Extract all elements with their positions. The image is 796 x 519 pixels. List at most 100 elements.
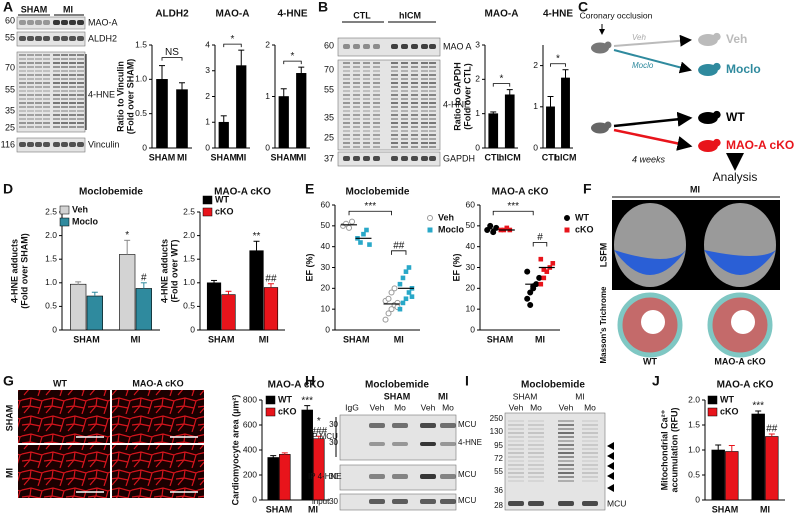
blot-smear	[391, 130, 398, 132]
y-tick-label: 1.0	[183, 277, 195, 287]
mouse-icon	[591, 122, 609, 134]
blot-smear	[508, 424, 524, 426]
blot-smear	[43, 74, 50, 76]
chart-title: ALDH2	[155, 9, 189, 20]
blot-smear	[508, 440, 524, 442]
dot	[493, 224, 500, 231]
blot-smear	[421, 94, 428, 96]
annotation: ###	[310, 426, 327, 437]
dot	[527, 302, 534, 308]
blot-band	[27, 36, 34, 41]
mw-label: 70	[324, 64, 334, 74]
blot-smear	[35, 86, 42, 88]
arrowhead	[607, 462, 614, 470]
blot-smear	[373, 70, 380, 72]
panel-label: J	[652, 373, 660, 389]
blot-smear	[77, 114, 84, 116]
blot-smear	[343, 106, 350, 108]
chart-title: MAO-A	[485, 9, 519, 20]
dot	[541, 267, 547, 272]
group-label: SHAM	[21, 4, 48, 14]
band-label: 4-HNE	[458, 438, 482, 447]
blot-title: Moclobemide	[521, 380, 585, 391]
blot-smear	[77, 126, 84, 128]
arrow-label: Veh	[632, 33, 646, 42]
y-tick-label: 1.5	[45, 253, 57, 263]
blot-smear	[401, 90, 408, 92]
lane-label: Veh	[421, 402, 436, 412]
blot-smear	[343, 114, 350, 116]
blot-smear	[429, 138, 436, 140]
y-tick-label: 1	[205, 117, 210, 127]
bar	[488, 113, 499, 149]
x-tick-label: MI	[760, 504, 770, 514]
blot-band	[27, 142, 34, 147]
blot-smear	[353, 86, 360, 88]
blot-smear	[27, 110, 34, 112]
blot-band	[369, 442, 385, 446]
blot-smear	[53, 126, 60, 128]
blot-image	[337, 59, 441, 151]
blot-smear	[43, 98, 50, 100]
blot-band	[19, 36, 26, 41]
blot-smear	[69, 94, 76, 96]
blot-band	[69, 20, 76, 25]
blot-smear	[43, 62, 50, 64]
y-tick-label: 1.0	[45, 277, 57, 287]
blot-smear	[363, 86, 370, 88]
panel-label: G	[3, 373, 14, 389]
blot-smear	[35, 122, 42, 124]
blot-band	[440, 442, 456, 446]
blot-smear	[19, 106, 26, 108]
blot-smear	[35, 54, 42, 56]
band-label: 4-HNE	[443, 99, 470, 109]
blot-smear	[391, 146, 398, 148]
blot-smear	[391, 82, 398, 84]
blot-smear	[401, 66, 408, 68]
blot-image	[337, 151, 441, 167]
panel-label: H	[305, 373, 315, 389]
blot-smear	[27, 106, 34, 108]
mw-label: 130	[490, 427, 504, 436]
blot-smear	[43, 122, 50, 124]
bar	[267, 457, 279, 501]
bracket	[161, 57, 183, 61]
blot-smear	[77, 94, 84, 96]
blot-smear	[582, 428, 598, 430]
blot-smear	[61, 98, 68, 100]
blot-smear	[391, 106, 398, 108]
dot	[346, 224, 353, 231]
annotation: ***	[301, 395, 313, 406]
blot-smear	[582, 472, 598, 474]
blot-smear	[528, 456, 544, 458]
group-label: MI	[63, 4, 73, 14]
blot-smear	[27, 66, 34, 68]
blot-smear	[19, 94, 26, 96]
blot-smear	[353, 142, 360, 144]
blot-smear	[77, 86, 84, 88]
blot-smear	[411, 138, 418, 140]
blot-smear	[411, 146, 418, 148]
arm-label: WT	[726, 110, 745, 124]
mw-label: 35	[324, 112, 334, 122]
blot-image	[339, 414, 457, 461]
y-tick-label: 0	[52, 324, 57, 334]
mouse-head	[604, 121, 612, 129]
x-tick-label: SHAM	[211, 152, 238, 162]
bar	[278, 96, 289, 149]
blot-smear	[429, 74, 436, 76]
y-tick-label: 800	[243, 394, 257, 404]
blot-smear	[373, 102, 380, 104]
y-tick-label: 50	[321, 220, 331, 230]
blot-smear	[353, 118, 360, 120]
blot-smear	[53, 62, 60, 64]
blot-smear	[401, 82, 408, 84]
blot-smear	[343, 138, 350, 140]
y-tick-label: 40	[466, 241, 476, 251]
blot-smear	[19, 126, 26, 128]
y-tick-label: 2	[205, 91, 210, 101]
blot-smear	[411, 110, 418, 112]
blot-smear	[343, 90, 350, 92]
blot-smear	[19, 86, 26, 88]
blot-image	[16, 137, 86, 153]
